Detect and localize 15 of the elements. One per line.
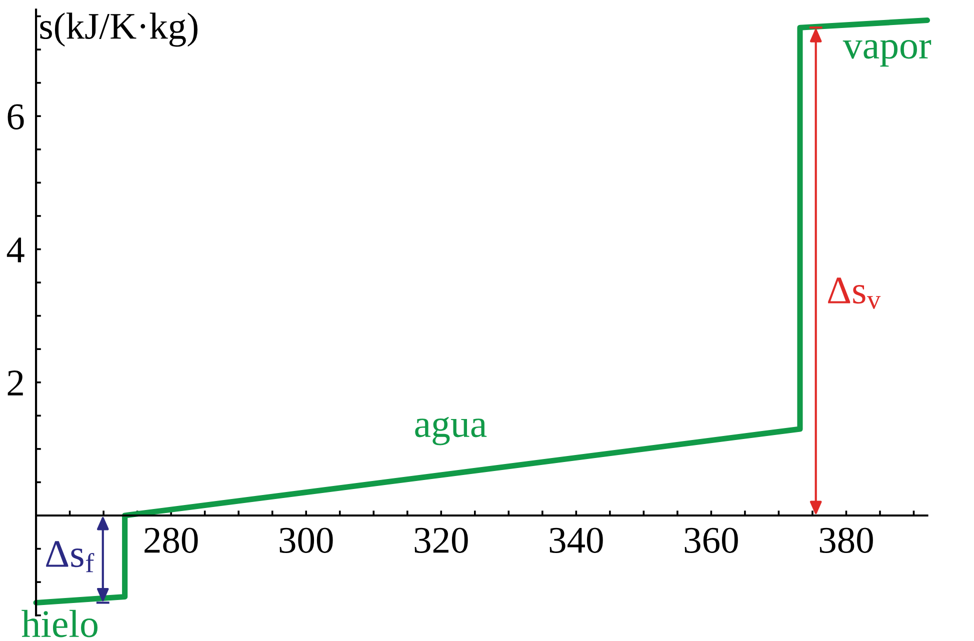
y-tick-label: 4 xyxy=(6,238,24,262)
x-tick-label: 300 xyxy=(280,528,333,554)
x-tick-label: 340 xyxy=(550,528,603,554)
y-axis-title: s(kJ/K·kg) xyxy=(40,12,198,47)
y-tick-label: 2 xyxy=(8,370,23,396)
annotation: agua xyxy=(415,416,487,446)
x-tick-label: 320 xyxy=(414,528,468,554)
annotation: hielo xyxy=(22,610,98,638)
annotation: Δs$_{f}$ xyxy=(46,541,94,572)
x-tick-label: 380 xyxy=(820,528,873,554)
annotation: Δs$_{v}$ xyxy=(828,278,881,309)
x-tick-label: 280 xyxy=(144,528,198,554)
annotation: vapor xyxy=(842,40,932,67)
x-tick-label: 360 xyxy=(684,528,738,554)
y-tick-label: 6 xyxy=(8,104,24,130)
